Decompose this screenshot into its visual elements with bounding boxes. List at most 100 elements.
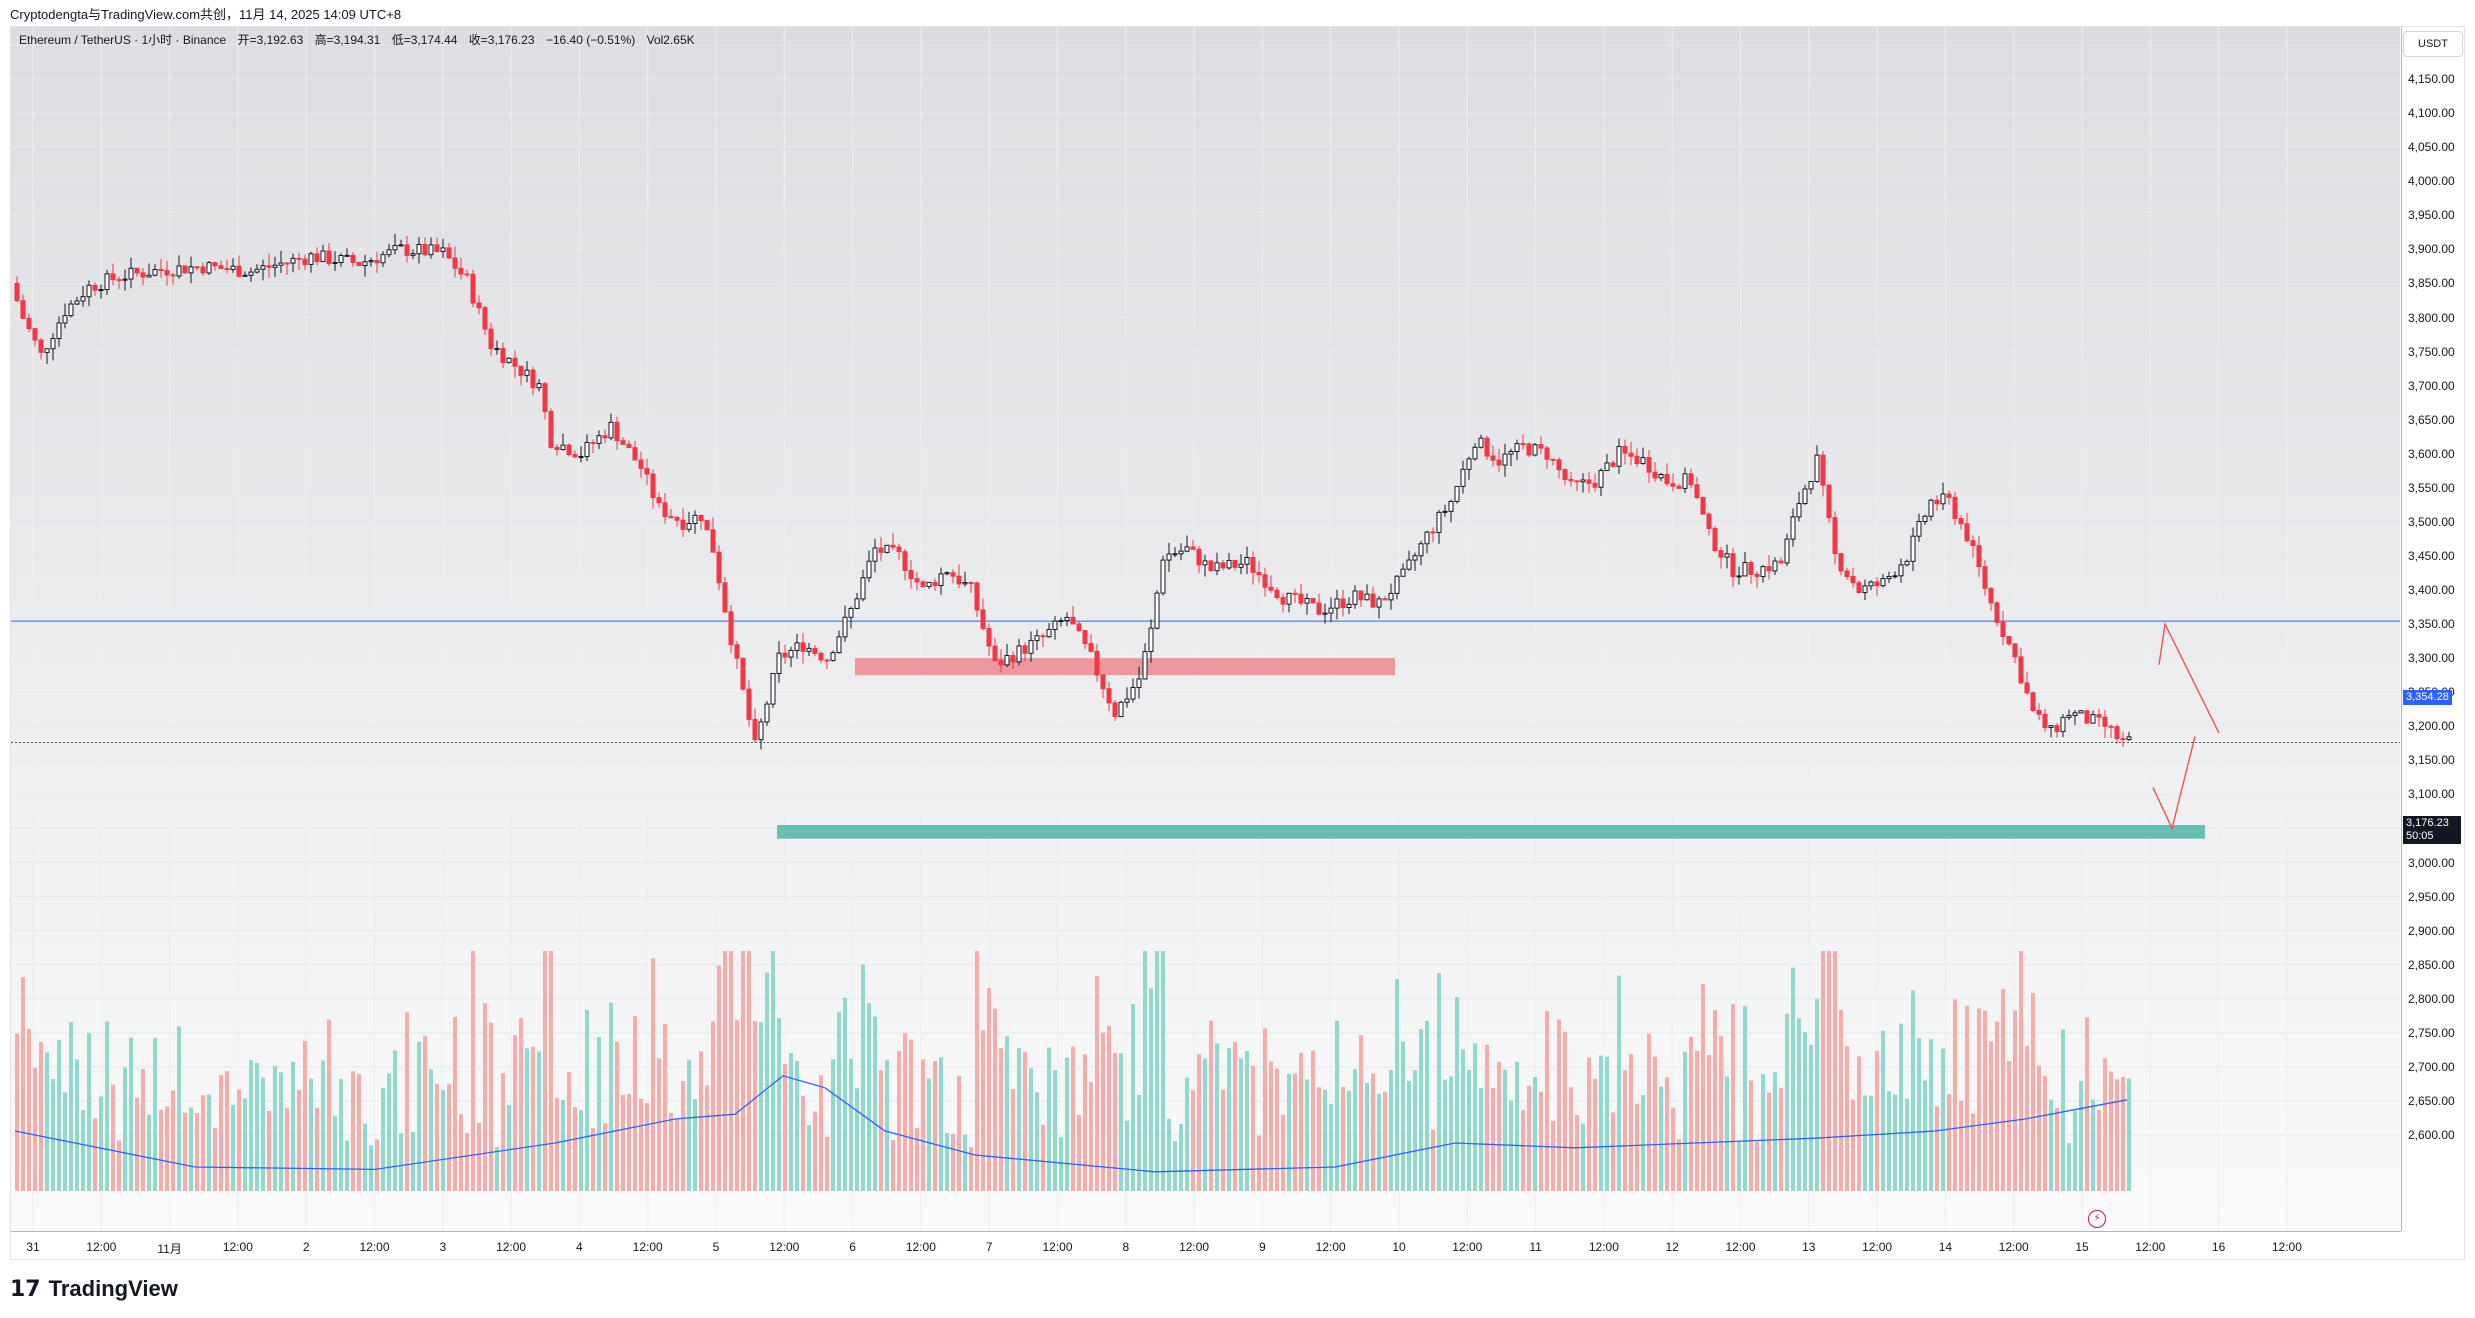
currency-selector[interactable]: USDT [2403, 31, 2463, 57]
candle-body [830, 652, 836, 662]
candle-body [1778, 560, 1784, 564]
volume-bar [153, 1038, 157, 1191]
candle-body [932, 581, 938, 586]
volume-bar [1563, 1031, 1567, 1191]
volume-bar [423, 1035, 427, 1191]
volume-bar [1647, 1033, 1651, 1191]
time-tick-label: 15 [2075, 1240, 2089, 1254]
volume-bar [33, 1067, 37, 1191]
candle-body [1874, 581, 1880, 587]
candle-body [350, 254, 356, 263]
level-price-tag: 3,354.28 [2403, 690, 2452, 705]
candle-body [1958, 518, 1964, 525]
volume-bar [1989, 1041, 1993, 1191]
candle-body [824, 659, 830, 662]
volume-bar [1047, 1047, 1051, 1191]
volume-bar [1179, 1124, 1183, 1191]
candle-body [1268, 586, 1274, 591]
volume-bar [1869, 1095, 1873, 1191]
candle-body [1838, 553, 1844, 572]
volume-bar [873, 1016, 877, 1191]
volume-bar [1623, 1070, 1627, 1191]
volume-bar [249, 1060, 253, 1191]
candle-body [1280, 597, 1286, 605]
volume-bar [1299, 1052, 1303, 1191]
price-tick-label: 3,850.00 [2408, 276, 2455, 291]
volume-bar [705, 1085, 709, 1191]
candle-body [1634, 455, 1640, 465]
candle-body [1154, 592, 1160, 629]
volume-bar [135, 1097, 139, 1191]
candle-body [926, 581, 932, 588]
volume-bar [2115, 1079, 2119, 1191]
candle-body [1892, 575, 1898, 578]
time-tick-label: 6 [849, 1240, 856, 1254]
volume-bar [225, 1071, 229, 1191]
chart-frame[interactable]: Ethereum / TetherUS · 1小时 · Binance 开=3,… [10, 26, 2465, 1260]
candle-body [1538, 444, 1544, 449]
volume-bar [1983, 1010, 1987, 1191]
time-tick-label: 12:00 [1588, 1240, 1619, 1254]
candle-body [1766, 566, 1772, 572]
candle-body [1580, 479, 1586, 483]
volume-bar [87, 1033, 91, 1191]
volume-bar [819, 1075, 823, 1191]
candle-body [644, 467, 650, 475]
candle-body [1526, 443, 1532, 456]
volume-bar [1467, 1069, 1471, 1191]
volume-bar [915, 1127, 919, 1191]
volume-bar [1851, 1099, 1855, 1191]
time-axis[interactable]: 31 12:00 11月 12:00 2 12:00 3 12:00 4 12:00 5 12:00 6… [11, 1231, 2401, 1259]
volume-bar [855, 1088, 859, 1191]
resistance-zone [855, 658, 1395, 676]
volume-bar [213, 1127, 217, 1191]
volume-bar [1095, 975, 1099, 1191]
volume-bar [393, 1050, 397, 1191]
candle-body [1646, 457, 1652, 473]
candle-body [1424, 531, 1430, 545]
price-chart[interactable] [11, 27, 2400, 1231]
candle-body [920, 581, 926, 588]
candle-body [1658, 473, 1664, 479]
candle-body [788, 649, 794, 658]
price-axis[interactable]: 4,200.004,150.004,100.004,050.004,000.00… [2401, 27, 2464, 1231]
tradingview-brand[interactable]: 17 TradingView [10, 1272, 178, 1306]
volume-bar [957, 1076, 961, 1191]
volume-bar [1665, 1077, 1669, 1191]
candle-body [1802, 488, 1808, 505]
volume-bar [1653, 1056, 1657, 1191]
lightning-icon[interactable]: ⚡ [2088, 1210, 2106, 1228]
candle-body [806, 647, 812, 652]
candle-body [2066, 714, 2072, 718]
volume-bar [867, 1003, 871, 1191]
candle-body [356, 261, 362, 267]
volume-bar [651, 958, 655, 1191]
volume-bar [591, 1128, 595, 1191]
candle-body [1562, 469, 1568, 481]
legend-symbol[interactable]: Ethereum / TetherUS · 1小时 · Binance [19, 33, 227, 47]
candle-body [1502, 453, 1508, 466]
candle-body [1262, 574, 1268, 588]
candle-body [566, 444, 572, 456]
volume-bar [81, 1110, 85, 1191]
candle-body [278, 262, 284, 266]
candle-body [404, 244, 410, 256]
volume-bar [1923, 1080, 1927, 1191]
volume-bar [1491, 1087, 1495, 1191]
volume-bar [1227, 1048, 1231, 1191]
volume-bar [597, 1037, 601, 1191]
volume-bar [483, 1003, 487, 1191]
volume-bar [699, 1051, 703, 1191]
candle-body [506, 357, 512, 363]
price-tick-label: 4,050.00 [2408, 140, 2455, 155]
volume-bar [1707, 1055, 1711, 1191]
candle-body [2000, 621, 2006, 637]
price-tick-label: 2,800.00 [2408, 991, 2455, 1006]
candle-body [1700, 497, 1706, 515]
volume-bar [1617, 975, 1621, 1191]
volume-bar [375, 1139, 379, 1191]
candle-body [1202, 560, 1208, 566]
candle-body [1034, 635, 1040, 641]
candle-body [2030, 692, 2036, 711]
candle-body [776, 652, 782, 675]
